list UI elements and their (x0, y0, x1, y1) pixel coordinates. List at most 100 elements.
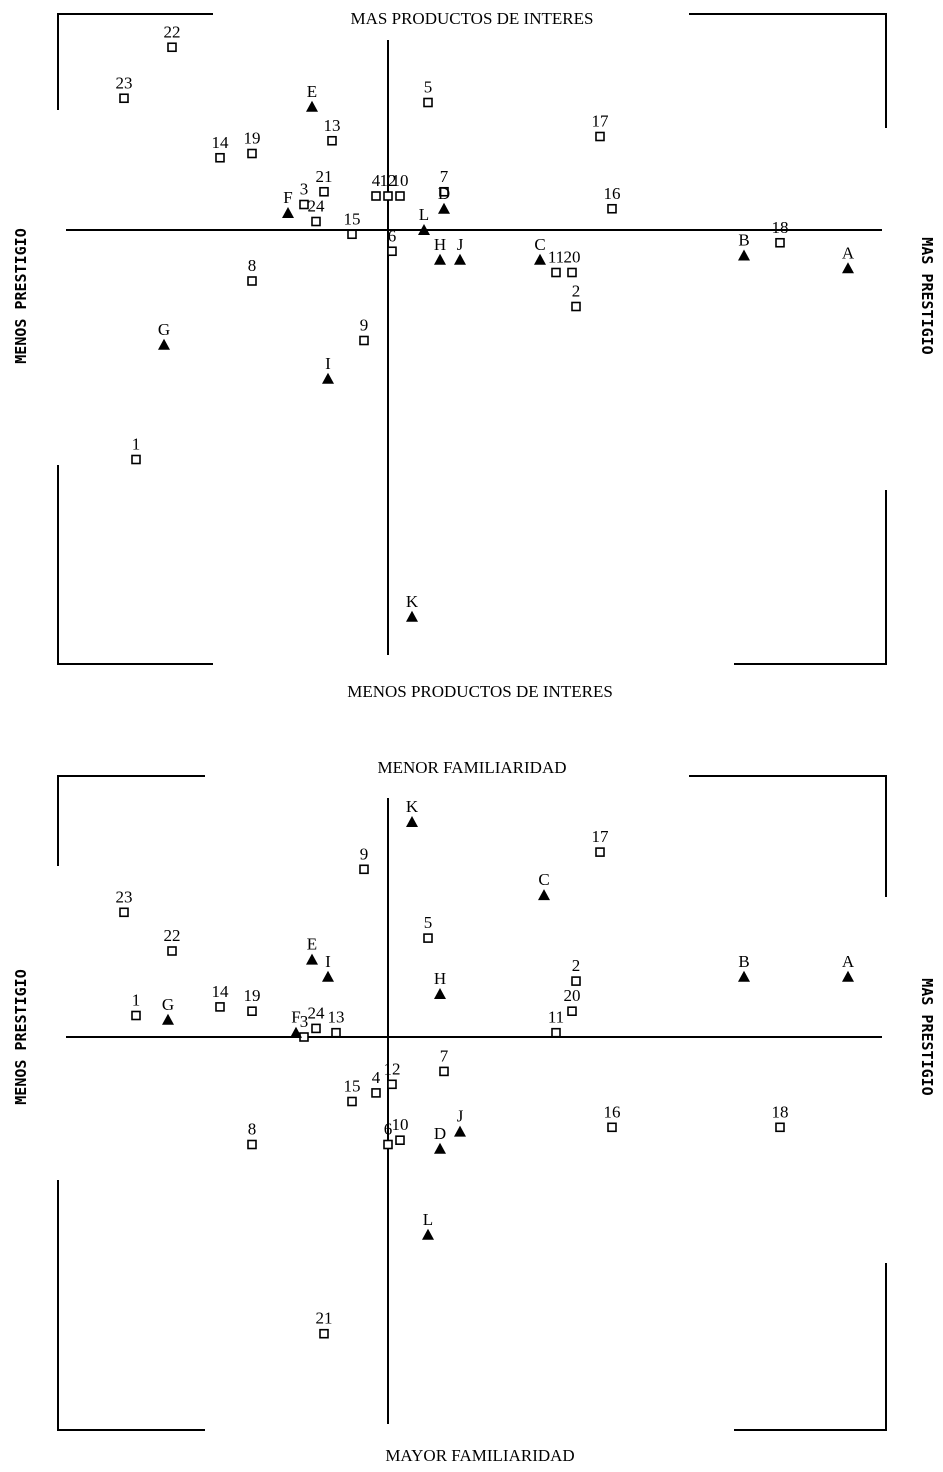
point-label-16: 16 (604, 184, 621, 203)
point-label-12: 12 (384, 1059, 401, 1078)
point-marker-I (322, 372, 334, 384)
point-label-20: 20 (564, 248, 581, 267)
point-label-10: 10 (392, 171, 409, 190)
point-label-21: 21 (316, 1309, 333, 1328)
point-marker-C (538, 889, 550, 901)
point-label-A: A (842, 952, 855, 971)
point-marker-14 (215, 152, 225, 163)
point-label-20: 20 (564, 986, 581, 1005)
point-label-18: 18 (772, 1102, 789, 1121)
point-marker-5 (423, 933, 433, 943)
point-marker-J (454, 253, 466, 265)
point-label-21: 21 (316, 167, 333, 186)
point-label-G: G (158, 320, 170, 339)
point-label-11: 11 (548, 1008, 564, 1027)
point-label-F: F (283, 188, 292, 207)
point-marker-14 (215, 1002, 225, 1012)
point-marker-10 (395, 191, 405, 201)
point-label-19: 19 (244, 129, 261, 148)
point-marker-4 (371, 191, 381, 201)
point-marker-D (438, 202, 450, 214)
point-marker-11 (551, 1027, 561, 1038)
point-marker-22 (167, 42, 177, 53)
point-label-H: H (434, 235, 446, 254)
chart-frame (57, 775, 887, 1431)
point-marker-H (434, 988, 446, 999)
point-marker-19 (247, 148, 257, 159)
point-marker-12 (383, 191, 393, 201)
point-marker-4 (371, 1088, 381, 1098)
point-marker-9 (359, 335, 369, 346)
point-marker-B (738, 970, 750, 982)
point-label-9: 9 (360, 316, 369, 335)
point-marker-L (418, 224, 430, 235)
point-label-A: A (842, 243, 855, 262)
point-marker-G (162, 1013, 174, 1025)
point-marker-2 (571, 976, 581, 986)
point-marker-F (290, 1026, 302, 1038)
axis-label-right: MAS PRESTIGIO (918, 237, 936, 354)
point-marker-13 (327, 135, 337, 146)
point-label-H: H (434, 969, 446, 988)
point-label-3: 3 (300, 1012, 309, 1031)
point-marker-6 (387, 246, 397, 257)
point-marker-21 (319, 1328, 329, 1339)
point-label-13: 13 (324, 116, 341, 135)
point-marker-20 (567, 267, 577, 278)
point-marker-7 (439, 1066, 449, 1077)
point-marker-D (434, 1142, 446, 1154)
point-marker-C (534, 253, 546, 265)
point-label-B: B (738, 952, 749, 971)
point-marker-20 (567, 1006, 577, 1017)
point-label-4: 4 (372, 1068, 381, 1087)
point-label-17: 17 (592, 112, 610, 131)
point-label-C: C (534, 235, 545, 254)
chart-panel-2: MENOR FAMILIARIDAD MAYOR FAMILIARIDAD MENO… (12, 758, 936, 1465)
point-label-D: D (434, 1124, 446, 1143)
point-label-12: 12 (380, 171, 397, 190)
point-marker-21 (319, 186, 329, 197)
point-label-6: 6 (388, 226, 397, 245)
point-marker-16 (607, 203, 617, 214)
point-marker-F (282, 207, 294, 218)
point-marker-1 (131, 1010, 141, 1021)
point-label-8: 8 (248, 256, 257, 275)
axis-label-bottom: MENOS PRODUCTOS DE INTERES (347, 682, 613, 701)
point-label-C: C (538, 870, 549, 889)
point-label-24: 24 (308, 197, 326, 216)
point-label-11: 11 (548, 248, 564, 267)
point-label-L: L (423, 1210, 433, 1229)
point-marker-1 (131, 454, 141, 465)
point-marker-2 (571, 301, 581, 312)
point-label-8: 8 (248, 1120, 257, 1139)
point-label-15: 15 (344, 1077, 361, 1096)
point-label-1: 1 (132, 435, 141, 454)
point-label-22: 22 (164, 22, 181, 41)
point-marker-24 (311, 216, 321, 227)
point-label-1: 1 (132, 991, 141, 1010)
point-marker-17 (595, 847, 605, 857)
point-marker-L (422, 1228, 434, 1240)
point-label-16: 16 (604, 1102, 621, 1121)
point-marker-23 (119, 93, 129, 104)
point-marker-11 (551, 267, 561, 278)
point-marker-K (406, 610, 418, 622)
point-label-G: G (162, 995, 174, 1014)
point-marker-9 (359, 864, 369, 875)
point-label-23: 23 (116, 887, 133, 906)
point-label-14: 14 (212, 982, 230, 1001)
point-marker-13 (331, 1027, 341, 1038)
point-label-7: 7 (440, 167, 449, 186)
point-marker-19 (247, 1006, 257, 1017)
point-label-15: 15 (344, 209, 361, 228)
point-label-23: 23 (116, 73, 133, 92)
chart-panel-1: MAS PRODUCTOS DE INTERES MENOS PRODUCTOS … (12, 9, 936, 701)
point-marker-6 (383, 1139, 393, 1150)
point-marker-12 (387, 1079, 397, 1090)
axis-label-top: MAS PRODUCTOS DE INTERES (351, 9, 594, 28)
point-marker-3 (299, 199, 309, 210)
point-label-22: 22 (164, 926, 181, 945)
point-label-K: K (406, 797, 419, 816)
point-label-L: L (419, 205, 429, 224)
